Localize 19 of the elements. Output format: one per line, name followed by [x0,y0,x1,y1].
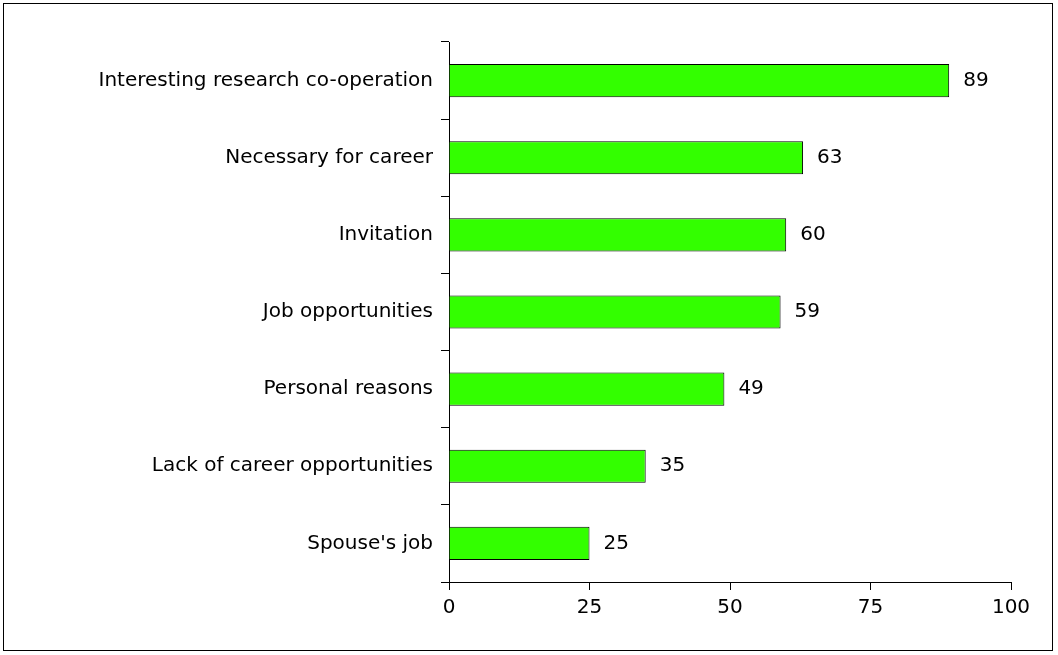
y-tick-label: Interesting research co-operation [98,66,433,91]
data-label: 59 [794,298,821,323]
data-label: 89 [963,66,989,91]
y-tick-label: Spouse's job [307,529,433,554]
data-label: 49 [738,375,764,400]
x-tick-label: 25 [576,594,603,619]
x-tick-label: 75 [857,594,884,619]
y-tick-label: Lack of career opportunities [151,452,433,477]
data-label: 60 [800,221,826,246]
y-tick-label: Personal reasons [263,375,433,400]
y-tick-label: Job opportunities [260,298,433,323]
y-tick-label: Invitation [338,221,433,246]
y-tick-label: Necessary for career [225,143,434,168]
data-label: 25 [603,529,629,554]
data-label: 63 [817,143,843,168]
x-tick-label: 0 [442,594,456,619]
data-label: 35 [659,452,686,477]
x-tick-label: 50 [717,594,743,619]
x-tick-label: 100 [991,594,1031,619]
